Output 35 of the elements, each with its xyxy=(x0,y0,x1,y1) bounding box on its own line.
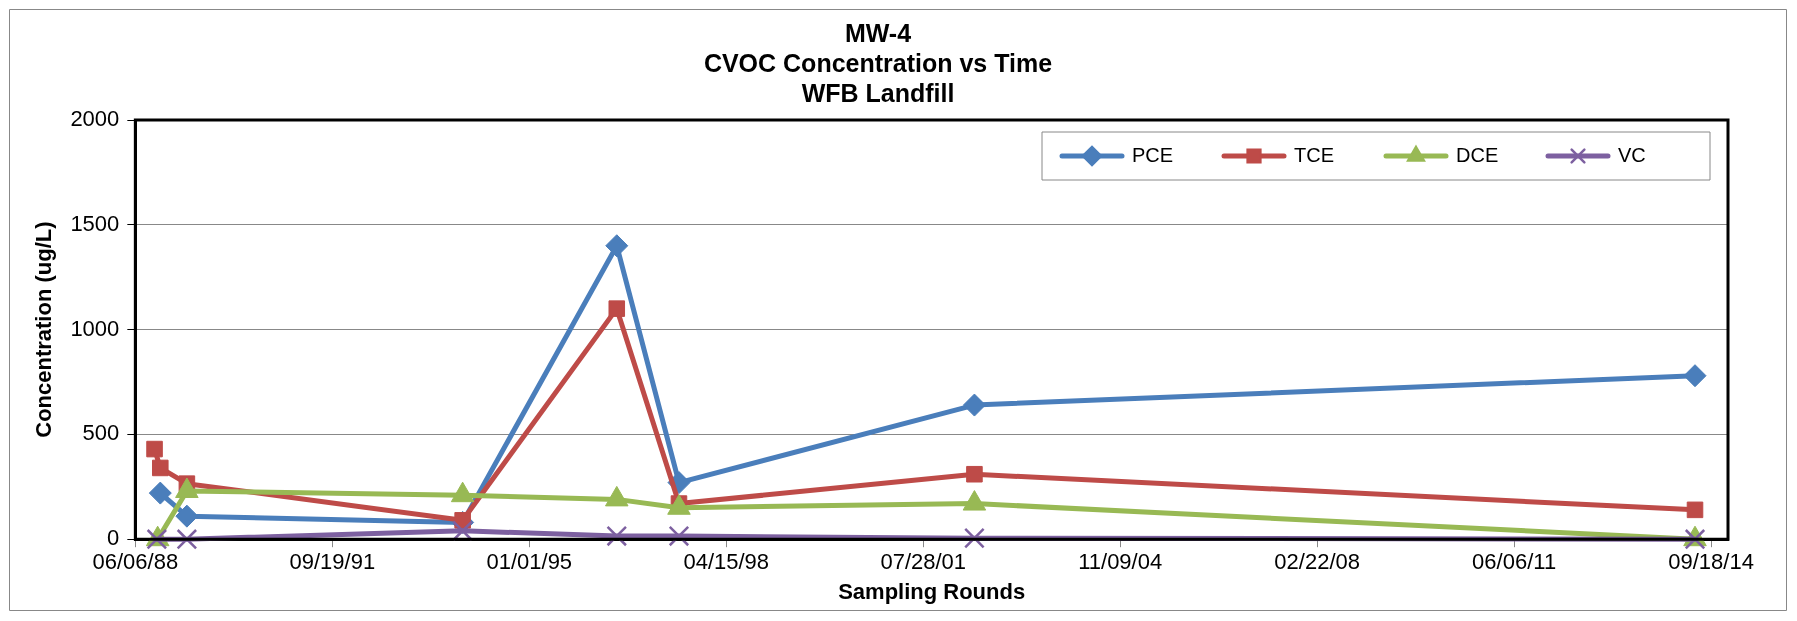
legend-label: PCE xyxy=(1132,143,1174,166)
y-axis-title: Concentration (ug/L) xyxy=(31,221,57,438)
y-tick-label: 500 xyxy=(82,420,120,446)
x-tick-label: 09/19/91 xyxy=(289,549,376,575)
point xyxy=(175,504,199,528)
legend-label: VC xyxy=(1618,143,1646,166)
x-tick-label: 04/15/98 xyxy=(683,549,770,575)
legend-label: DCE xyxy=(1456,143,1499,166)
point xyxy=(176,528,198,550)
point xyxy=(606,525,628,547)
x-tick-label: 02/22/08 xyxy=(1274,549,1360,575)
x-axis-title: Sampling Rounds xyxy=(838,578,1026,604)
y-tick-label: 0 xyxy=(107,525,120,551)
point xyxy=(152,459,169,477)
point xyxy=(668,525,690,547)
x-tick-label: 07/28/01 xyxy=(880,549,967,575)
point xyxy=(1683,364,1707,388)
point xyxy=(966,465,983,483)
x-tick-label: 11/09/04 xyxy=(1078,549,1163,575)
x-tick-label: 09/18/14 xyxy=(1668,549,1754,575)
point xyxy=(146,440,163,458)
point xyxy=(605,234,629,258)
chart-title: MW-4 CVOC Concentration vs Time WFB Landfill xyxy=(703,18,1053,107)
x-tick-label: 01/01/95 xyxy=(486,549,573,575)
legend-label: TCE xyxy=(1294,143,1334,166)
point xyxy=(148,481,172,505)
x-tick-label: 06/06/11 xyxy=(1472,549,1557,575)
point xyxy=(608,300,626,317)
point xyxy=(962,393,986,417)
y-tick-label: 2000 xyxy=(70,106,120,132)
point xyxy=(1686,501,1704,519)
y-tick-label: 1000 xyxy=(70,315,120,341)
x-tick-label: 06/06/88 xyxy=(92,549,179,575)
point xyxy=(963,527,985,549)
y-tick-label: 1500 xyxy=(70,210,120,236)
